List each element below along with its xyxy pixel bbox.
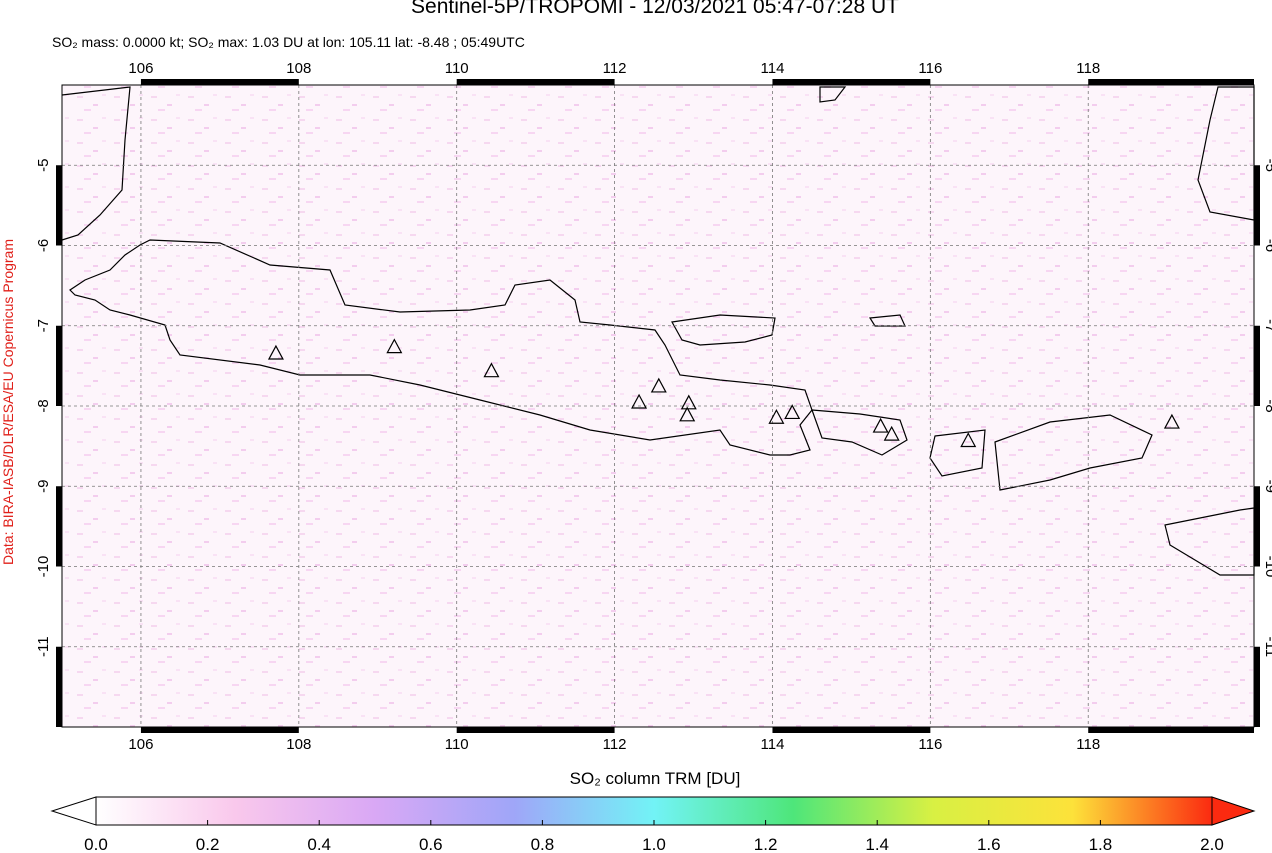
x-tick-label: 110	[445, 736, 469, 753]
y-tick-label: -8	[1262, 399, 1272, 412]
colorbar-over	[1211, 796, 1256, 826]
volcano-marker	[768, 408, 785, 424]
colorbar-tick-label: 0.2	[196, 835, 220, 853]
x-tick-label: 116	[918, 736, 942, 753]
attribution: Data: BIRA-IASB/DLR/ESA/EU Copernicus Pr…	[0, 239, 16, 565]
colorbar-tick-label: 0.8	[531, 835, 555, 853]
frame-segment	[456, 79, 615, 85]
x-tick-label: 116	[918, 60, 942, 77]
x-tick-label: 118	[1076, 736, 1100, 753]
volcano-marker	[784, 404, 801, 420]
y-tick-label: -9	[35, 480, 52, 493]
y-tick-label: -10	[35, 556, 52, 578]
volcano-marker	[872, 417, 889, 433]
frame-segment	[56, 325, 62, 406]
frame-segment	[1088, 79, 1254, 85]
subtitle: SO₂ mass: 0.0000 kt; SO₂ max: 1.03 DU at…	[52, 34, 525, 50]
x-tick-label: 110	[445, 60, 469, 77]
colorbar-tick-label: 2.0	[1200, 835, 1224, 853]
frame-segment	[1254, 325, 1260, 406]
colorbar-tick-label: 0.6	[419, 835, 443, 853]
frame-segment	[772, 727, 931, 733]
y-tick-label: -10	[1262, 556, 1272, 578]
colorbar-tick-label: 0.4	[307, 835, 331, 853]
y-tick-label: -6	[1262, 239, 1272, 252]
colorbar-label: SO₂ column TRM [DU]	[570, 769, 741, 788]
colorbar-tick-label: 1.2	[754, 835, 778, 853]
frame-segment	[56, 646, 62, 727]
colorbar-under	[50, 796, 97, 826]
y-tick-label: -6	[35, 239, 52, 252]
frame-segment	[140, 727, 299, 733]
volcano-marker	[386, 338, 403, 354]
x-tick-label: 108	[286, 736, 311, 753]
x-tick-label: 118	[1076, 60, 1100, 77]
frame-segment	[1088, 727, 1254, 733]
colorbar-tick-label: 1.4	[865, 835, 889, 853]
frame-segment	[1254, 165, 1260, 246]
x-tick-label: 112	[603, 736, 627, 753]
volcano-marker	[883, 425, 900, 441]
x-tick-label: 106	[128, 736, 153, 753]
colorbar-tick-label: 1.8	[1089, 835, 1113, 853]
frame-segment	[456, 727, 615, 733]
y-tick-label: -7	[1262, 319, 1272, 332]
frame-segment	[140, 79, 299, 85]
y-tick-label: -8	[35, 399, 52, 412]
frame-segment	[1254, 486, 1260, 567]
x-tick-label: 106	[128, 60, 153, 77]
volcano-marker	[1163, 413, 1180, 429]
y-tick-label: -7	[35, 319, 52, 332]
volcano-marker	[679, 406, 696, 422]
volcano-marker	[680, 394, 697, 410]
colorbar-tick-label: 1.0	[642, 835, 666, 853]
y-tick-label: -11	[35, 636, 52, 657]
y-tick-label: -5	[35, 159, 52, 172]
y-tick-label: -11	[1262, 636, 1272, 657]
volcano-marker	[631, 393, 648, 409]
volcano-marker	[960, 432, 977, 448]
x-tick-label: 114	[761, 60, 785, 77]
y-tick-label: -5	[1262, 159, 1272, 172]
frame-segment	[56, 165, 62, 246]
volcano-marker	[267, 344, 284, 360]
frame-segment	[1254, 646, 1260, 727]
frame-segment	[772, 79, 931, 85]
y-tick-label: -9	[1262, 480, 1272, 493]
title: Sentinel-5P/TROPOMI - 12/03/2021 05:47-0…	[411, 0, 899, 18]
colorbar-tick-label: 1.6	[977, 835, 1001, 853]
x-tick-label: 114	[761, 736, 785, 753]
frame-segment	[56, 486, 62, 567]
x-tick-label: 112	[603, 60, 627, 77]
volcano-marker	[650, 377, 667, 393]
x-tick-label: 108	[286, 60, 311, 77]
colorbar-tick-label: 0.0	[84, 835, 108, 853]
volcano-marker	[483, 362, 500, 378]
